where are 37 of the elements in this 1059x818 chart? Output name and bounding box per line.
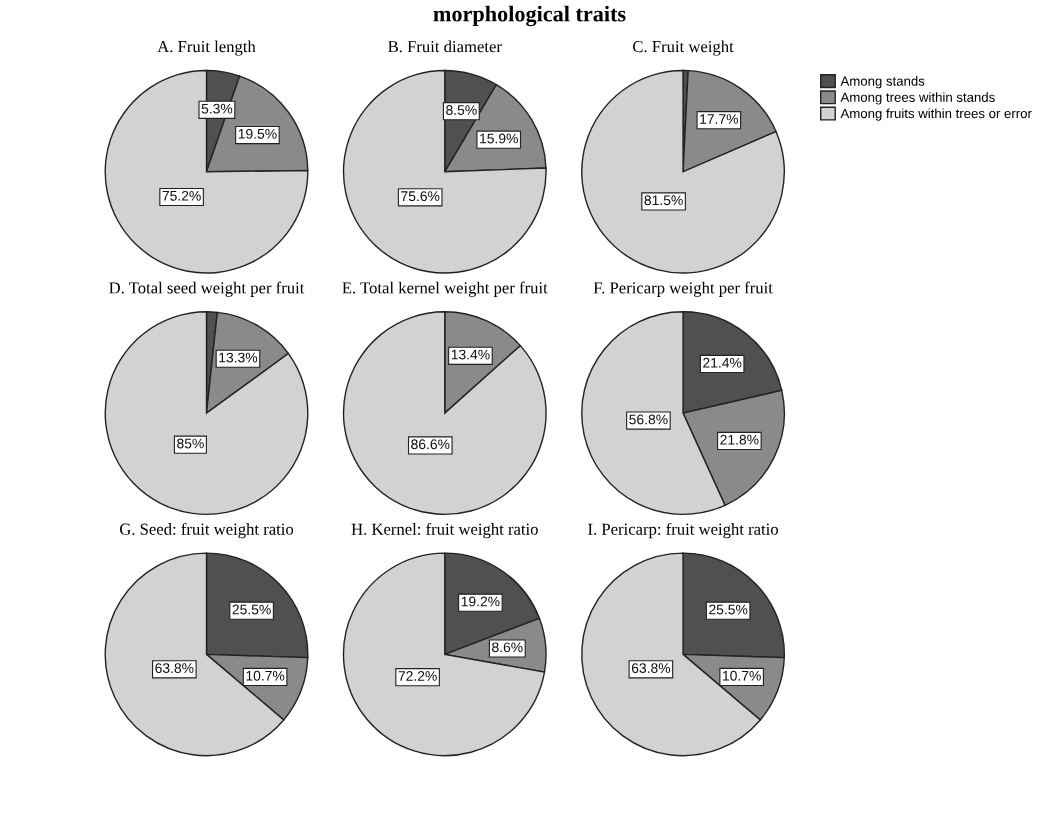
chart-title: C. Fruit weight bbox=[633, 40, 734, 56]
chart-title: E. Total kernel weight per fruit bbox=[342, 281, 548, 297]
data-label: 8.5% bbox=[446, 105, 477, 115]
data-label: 72.2% bbox=[398, 671, 437, 681]
chart-title: B. Fruit diameter bbox=[388, 40, 502, 53]
data-label: 5.3% bbox=[201, 103, 233, 114]
data-label: 56.8% bbox=[629, 414, 668, 425]
chart-title: A. Fruit length bbox=[157, 40, 256, 56]
data-label: 21.8% bbox=[720, 434, 759, 445]
data-label: 86.6% bbox=[411, 439, 450, 450]
data-label: 13.3% bbox=[219, 352, 258, 363]
data-label: 17.7% bbox=[700, 114, 739, 124]
data-label: 75.6% bbox=[401, 191, 440, 202]
data-label: 8.6% bbox=[492, 642, 523, 653]
data-label: 10.7% bbox=[723, 670, 761, 681]
chart-title: D. Total seed weight per fruit bbox=[109, 281, 305, 297]
data-label: 25.5% bbox=[709, 604, 748, 615]
data-label: 63.8% bbox=[155, 663, 194, 674]
chart-title: H. Kernel: fruit weight ratio bbox=[351, 522, 538, 539]
data-label: 81.5% bbox=[644, 195, 683, 206]
data-label: 21.4% bbox=[703, 357, 742, 368]
data-label: 19.5% bbox=[238, 128, 277, 139]
chart-title: G. Seed: fruit weight ratio bbox=[119, 522, 294, 539]
chart-title: I. Pericarp: fruit weight ratio bbox=[588, 522, 778, 539]
text: morphological traits bbox=[433, 5, 626, 27]
data-label: 75.2% bbox=[162, 190, 201, 201]
chart-title: F. Pericarp weight per fruit bbox=[593, 281, 773, 297]
data-label: 15.9% bbox=[480, 133, 518, 144]
data-label: 25.5% bbox=[232, 604, 271, 615]
data-label: 85% bbox=[177, 438, 204, 449]
data-label: 10.7% bbox=[246, 670, 285, 681]
legend-label: Among fruits within trees or error bbox=[840, 108, 1032, 121]
data-label: 63.8% bbox=[631, 663, 671, 674]
data-label: 19.2% bbox=[461, 596, 500, 607]
data-label: 13.4% bbox=[451, 349, 490, 360]
legend-label: Among trees within stands bbox=[840, 92, 995, 105]
legend-label: Among stands bbox=[840, 76, 925, 89]
